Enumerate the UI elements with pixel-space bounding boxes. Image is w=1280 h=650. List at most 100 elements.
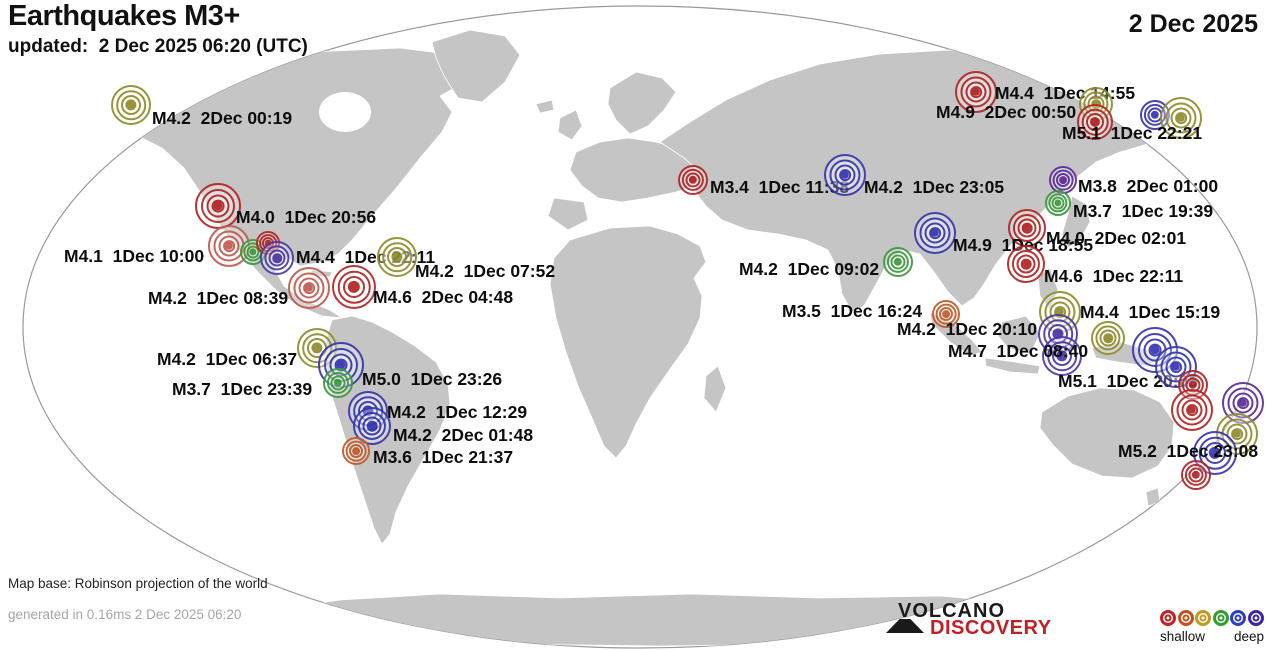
quake-epicenter-dot: [1022, 260, 1030, 268]
quake-epicenter-dot: [349, 282, 359, 292]
quake-epicenter-dot: [1104, 334, 1112, 342]
quake-label: M4.2 1Dec 09:02: [739, 259, 880, 279]
quake-epicenter-dot: [1238, 398, 1248, 408]
quake-marker[interactable]: [824, 154, 866, 196]
quake-label: M3.5 1Dec 16:24: [782, 301, 923, 321]
quake-label: M5.2 1Dec 23:08: [1118, 441, 1259, 461]
quake-label: M4.2 1Dec 23:05: [864, 177, 1005, 197]
quake-marker[interactable]: [323, 368, 353, 398]
quake-epicenter-dot: [304, 283, 314, 293]
quake-marker[interactable]: [1007, 245, 1045, 283]
quake-epicenter-dot: [1210, 448, 1220, 458]
quake-epicenter-dot: [368, 422, 376, 430]
depth-ring-hole: [1217, 614, 1225, 622]
quake-epicenter-dot: [943, 311, 949, 317]
quake-label: M4.6 1Dec 22:11: [1044, 266, 1184, 286]
quake-label: M5.0 1Dec 23:26: [362, 369, 503, 389]
quake-epicenter-dot: [1190, 382, 1196, 388]
quake-marker[interactable]: [332, 265, 376, 309]
depth-legend: shallow deep: [1160, 608, 1264, 644]
quake-epicenter-dot: [224, 241, 234, 251]
depth-ring-hole: [1164, 614, 1172, 622]
generated-note: generated in 0.16ms 2 Dec 2025 06:20: [8, 607, 242, 622]
quake-marker[interactable]: [1008, 209, 1046, 247]
quake-epicenter-dot: [127, 101, 135, 109]
quake-epicenter-dot: [1176, 113, 1186, 123]
quake-marker[interactable]: [1038, 314, 1078, 354]
quake-marker[interactable]: [1193, 431, 1237, 475]
logo-discovery-text: DISCOVERY: [930, 617, 1052, 639]
page-title: Earthquakes M3+: [8, 0, 240, 32]
quake-epicenter-dot: [1187, 405, 1197, 415]
quake-label: M4.4 1Dec 14:55: [995, 83, 1136, 103]
quake-epicenter-dot: [690, 177, 696, 183]
quake-epicenter-dot: [213, 201, 223, 211]
quake-marker[interactable]: [342, 437, 370, 465]
quake-epicenter-dot: [273, 254, 281, 262]
quake-marker[interactable]: [1049, 166, 1077, 194]
quake-label: M5.1 1Dec 22:21: [1062, 123, 1203, 143]
quake-marker[interactable]: [1160, 97, 1202, 139]
quake-marker[interactable]: [195, 183, 241, 229]
quake-epicenter-dot: [313, 344, 321, 352]
quake-marker[interactable]: [1091, 321, 1125, 355]
quake-marker[interactable]: [1181, 460, 1211, 490]
logo-volcano-text: VOLCANO: [898, 600, 1005, 622]
quake-label: M3.8 2Dec 01:00: [1078, 176, 1219, 196]
quake-label: M4.0 2Dec 02:01: [1046, 228, 1187, 248]
quake-epicenter-dot: [971, 87, 981, 97]
quake-marker[interactable]: [678, 165, 708, 195]
quake-marker[interactable]: [260, 241, 294, 275]
quake-epicenter-dot: [1091, 118, 1099, 126]
quake-marker[interactable]: [932, 300, 960, 328]
quake-label: M4.0 1Dec 20:56: [236, 207, 377, 227]
quake-marker[interactable]: [883, 247, 913, 277]
map-base-note: Map base: Robinson projection of the wor…: [8, 576, 268, 591]
depth-legend-rings: [1160, 608, 1264, 628]
updated-timestamp: updated: 2 Dec 2025 06:20 (UTC): [8, 36, 308, 57]
quake-marker[interactable]: [1045, 190, 1071, 216]
quake-label: M3.6 1Dec 21:37: [373, 447, 514, 467]
quake-marker[interactable]: [1171, 389, 1213, 431]
depth-ring-icon: [1177, 610, 1194, 626]
shallow-label: shallow: [1160, 629, 1206, 644]
quake-epicenter-dot: [1058, 352, 1066, 360]
depth-ring-icon: [1230, 610, 1247, 626]
quake-epicenter-dot: [1060, 177, 1066, 183]
quake-epicenter-dot: [250, 249, 256, 255]
quake-label: M4.6 2Dec 04:48: [373, 287, 514, 307]
quake-epicenter-dot: [930, 228, 940, 238]
quake-epicenter-dot: [840, 170, 850, 180]
quake-epicenter-dot: [895, 259, 901, 265]
quake-marker[interactable]: [111, 85, 151, 125]
quake-marker[interactable]: [914, 212, 956, 254]
quake-epicenter-dot: [335, 380, 341, 386]
quake-epicenter-dot: [353, 448, 359, 454]
quake-epicenter-dot: [393, 253, 401, 261]
quake-marker[interactable]: [1042, 336, 1082, 376]
quake-epicenter-dot: [1023, 224, 1031, 232]
depth-ring-hole: [1182, 614, 1190, 622]
quake-label: M4.2 1Dec 12:29: [387, 402, 528, 422]
hudson-bay: [319, 92, 371, 132]
quake-epicenter-dot: [1054, 330, 1062, 338]
map-date: 2 Dec 2025: [1128, 10, 1258, 38]
quake-label: M4.1 1Dec 10:00: [64, 246, 205, 266]
quake-epicenter-dot: [1171, 362, 1181, 372]
depth-ring-hole: [1234, 614, 1242, 622]
quake-label: M3.7 1Dec 23:39: [172, 379, 313, 399]
quake-label: M3.7 1Dec 19:39: [1073, 201, 1214, 221]
quake-epicenter-dot: [1232, 429, 1242, 439]
quake-marker[interactable]: [955, 71, 997, 113]
depth-ring-hole: [1252, 614, 1260, 622]
quake-marker[interactable]: [377, 237, 417, 277]
quake-marker[interactable]: [1077, 104, 1113, 140]
quake-epicenter-dot: [336, 360, 346, 370]
quake-epicenter-dot: [1152, 112, 1158, 118]
quake-marker[interactable]: [288, 267, 330, 309]
depth-ring-icon: [1195, 610, 1212, 626]
quake-epicenter-dot: [1150, 345, 1160, 355]
quake-epicenter-dot: [1193, 472, 1199, 478]
quake-label: M4.2 2Dec 00:19: [152, 108, 293, 128]
